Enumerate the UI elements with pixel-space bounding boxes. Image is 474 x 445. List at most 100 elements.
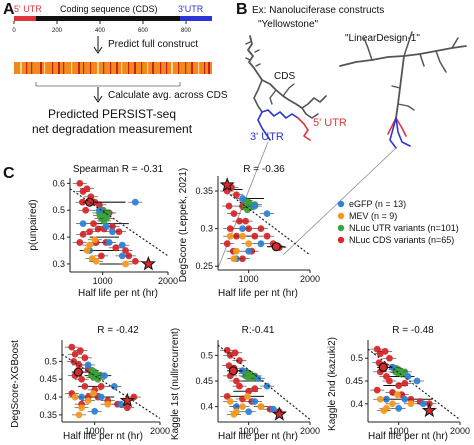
y-axis-label: p(unpaired): [28, 199, 39, 250]
heatbar-stripe: [44, 62, 46, 74]
heatbar-stripe: [71, 62, 73, 74]
point-mev: [226, 232, 234, 240]
y-tick-label: 0.5: [350, 353, 363, 363]
point-egfp: [401, 395, 409, 403]
x-axis-label: Half life per nt (hr): [78, 288, 158, 299]
y-axis-label: Kaggle 2nd (kazuki2): [327, 337, 338, 431]
point-egfp: [263, 210, 271, 218]
highlight-point: [84, 197, 95, 207]
arrow-predict-head: [93, 46, 103, 54]
x-tick-label: 1000: [239, 426, 259, 436]
legend-label-egfp: eGFP (n = 13): [349, 199, 406, 209]
plot-area: 0.4 0.45 0.5 1000 2000: [195, 340, 320, 436]
point-cds: [386, 354, 393, 362]
point-egfp: [118, 252, 126, 260]
heatbar-stripe: [52, 62, 54, 74]
seq-5utr-label: 5' UTR: [14, 4, 42, 14]
point-cds: [401, 379, 409, 387]
label-yellowstone: "Yellowstone": [258, 19, 319, 30]
point-cds: [226, 225, 234, 233]
point-cds: [381, 347, 389, 355]
y-tick-label: 0.6: [52, 178, 65, 188]
plot-area: 0.3 0.4 0.5 0.6 1000 2000: [52, 178, 178, 286]
y-tick-label: 0.3: [200, 224, 213, 234]
highlight-point: [271, 242, 281, 252]
point-cds: [71, 350, 79, 358]
trend-line: [367, 348, 461, 421]
heatbar-stripe: [198, 62, 200, 74]
point-mev: [226, 398, 234, 405]
legend-swatch-nluc-utr: [337, 224, 345, 232]
y-tick-label: 0.35: [195, 186, 213, 196]
y-tick-label: 0.5: [52, 205, 65, 215]
scatter-degscore: R = -0.36 Half life per nt (hr) DegScore…: [178, 164, 320, 299]
y-tick-label: 0.35: [39, 410, 57, 420]
x-tick-label: 1000: [93, 276, 113, 286]
heatbar-stripe: [20, 62, 22, 74]
x-tick-label: 2000: [300, 274, 320, 284]
heatbar-stripe: [141, 62, 143, 74]
point-mev: [239, 403, 246, 411]
point-cds: [395, 382, 403, 389]
point-egfp: [102, 222, 110, 230]
point-mev: [84, 397, 92, 405]
point-egfp: [257, 240, 265, 248]
point-utr: [103, 214, 110, 222]
point-mev: [245, 240, 253, 248]
point-cds: [242, 217, 250, 225]
heatbar-stripe: [166, 62, 168, 74]
point-cds: [263, 232, 271, 240]
yellowstone-backbone: [253, 79, 263, 113]
point-egfp: [239, 367, 246, 375]
point-cds: [82, 206, 90, 214]
yellowstone-3utr: [261, 109, 299, 119]
point-egfp: [404, 373, 412, 380]
point-mev: [244, 392, 251, 400]
heatbar-stripe: [191, 62, 193, 74]
plot-title: R:-0.41: [242, 325, 275, 336]
panel-label-c: C: [3, 165, 15, 182]
label-5utr: 5' UTR: [313, 117, 347, 129]
yellowstone-backbone: [247, 35, 263, 81]
heatbar-stripe: [116, 62, 118, 74]
heatbar-stripe: [31, 62, 33, 74]
plot-title: R = -0.36: [243, 164, 285, 175]
point-egfp: [79, 220, 87, 228]
trend-line: [229, 194, 311, 256]
yellowstone-stem: [269, 83, 295, 105]
panel-a: A 5' UTR Coding sequence (CDS) 3'UTR 0 2…: [3, 1, 228, 136]
heatbar-stripe: [121, 62, 123, 74]
panel-label-a: A: [3, 1, 15, 18]
point-egfp: [245, 247, 253, 255]
point-mev: [91, 236, 99, 244]
heatbar-stripe: [26, 62, 28, 74]
point-mev: [230, 255, 238, 263]
point-mev: [75, 411, 83, 419]
star-marker: [271, 406, 287, 421]
heatbar-stripe: [90, 62, 92, 74]
result-line-2: net degradation measurement: [32, 122, 193, 136]
heatbar-stripe: [171, 62, 173, 74]
point-cds: [245, 387, 253, 395]
legend-swatch-mev: [337, 212, 345, 220]
label-3utr: 3' UTR: [250, 131, 284, 143]
point-egfp: [263, 382, 271, 390]
point-cds: [236, 382, 243, 390]
legend: eGFP (n = 13) MEV (n = 9) NLuc UTR varia…: [337, 199, 459, 245]
arrow-average-head: [93, 95, 103, 103]
point-cds: [123, 404, 131, 412]
result-line-1: Predicted PERSIST-seq: [48, 107, 176, 121]
seq-bar-3utr: [180, 16, 212, 21]
trend-line: [217, 344, 311, 420]
x-axis-label: Half life per nt (hr): [368, 431, 448, 442]
seq-tick-label: 200: [52, 28, 63, 34]
point-cds: [233, 191, 240, 199]
prediction-heatmap-bar: [14, 62, 212, 74]
point-mev: [92, 257, 100, 265]
point-mev: [71, 393, 79, 401]
trend-line: [61, 353, 161, 419]
point-mev: [83, 247, 91, 254]
y-tick-label: 0.45: [39, 374, 57, 384]
y-tick-label: 0.25: [195, 261, 213, 271]
point-cds: [236, 357, 243, 364]
